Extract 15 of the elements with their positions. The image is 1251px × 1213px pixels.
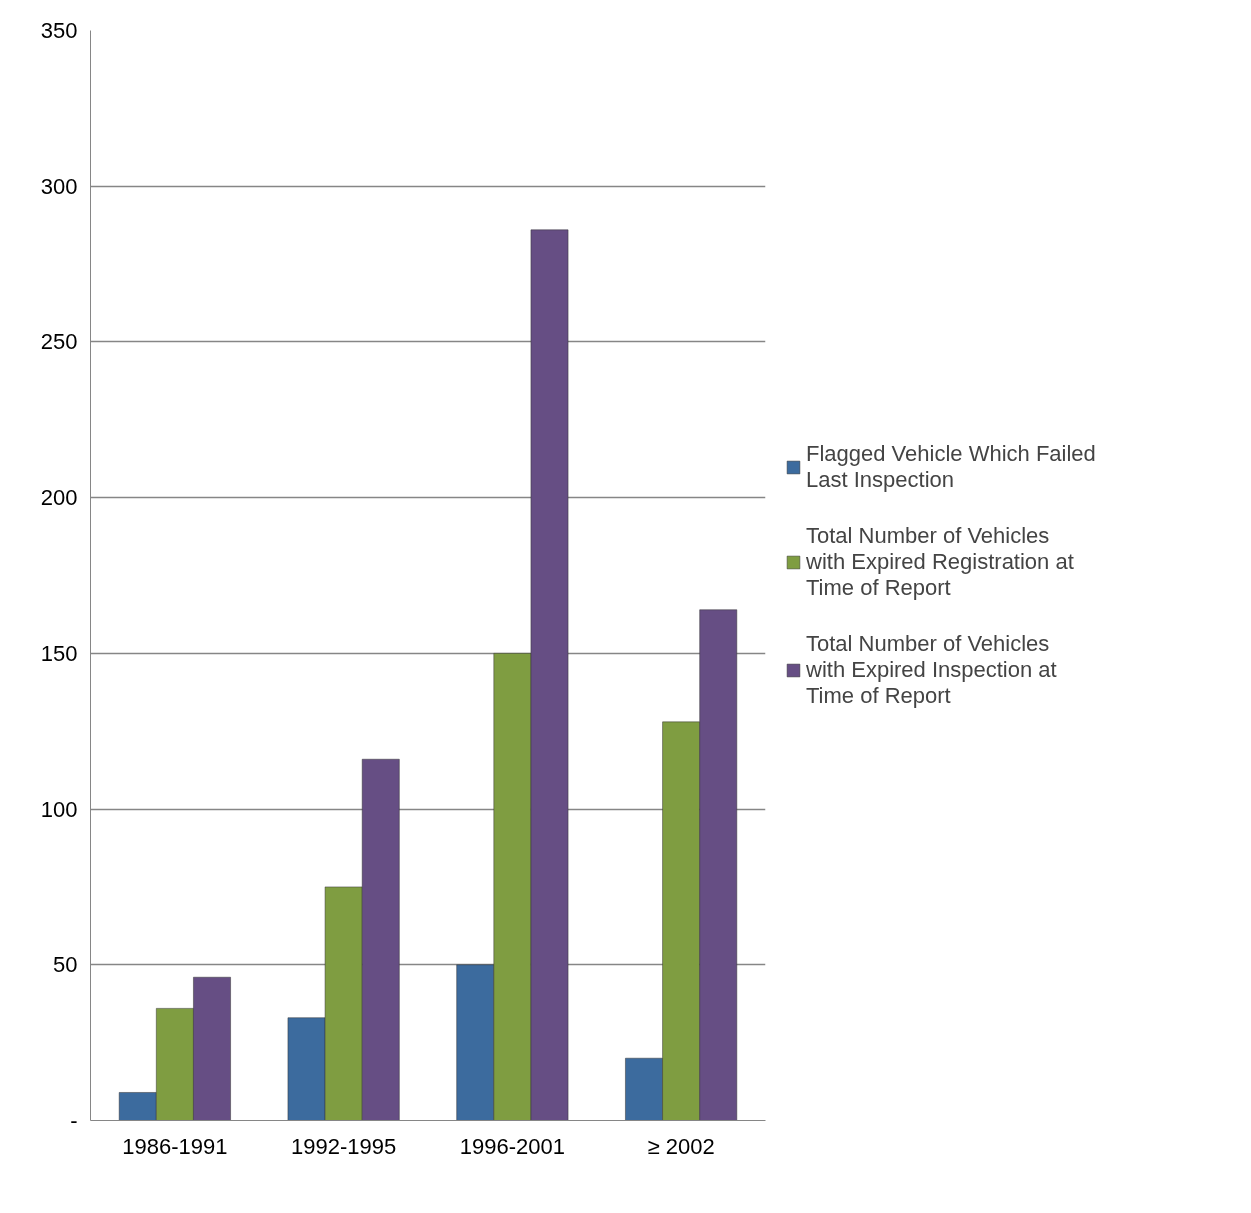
- y-tick-label: 200: [40, 485, 78, 511]
- x-tick-label: 1986-1991: [122, 1133, 228, 1159]
- y-tick-label: 350: [40, 18, 78, 43]
- x-tick-label: 1996-2001: [459, 1133, 565, 1159]
- y-tick-label: 250: [40, 329, 78, 355]
- legend-label: Total Number of Vehicles with Expired Registration at Time of Report: [806, 523, 1074, 601]
- y-tick-label: 150: [40, 640, 78, 666]
- x-tick-label: 1992-1995: [291, 1133, 397, 1159]
- legend-label: Flagged Vehicle Which Failed Last Inspection: [806, 441, 1096, 493]
- legend-label: Total Number of Vehicles with Expired Inspection at Time of Report: [806, 631, 1057, 709]
- y-tick-label: 50: [53, 952, 78, 978]
- y-tick-label: 300: [40, 173, 78, 199]
- x-tick-label: ≥ 2002: [647, 1133, 715, 1159]
- y-tick-label: 100: [40, 796, 78, 822]
- y-tick-label: -: [70, 1108, 78, 1133]
